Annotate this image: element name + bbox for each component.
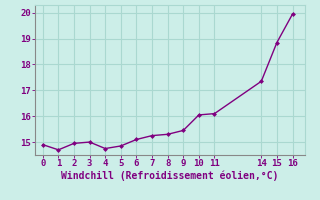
X-axis label: Windchill (Refroidissement éolien,°C): Windchill (Refroidissement éolien,°C) xyxy=(61,171,279,181)
